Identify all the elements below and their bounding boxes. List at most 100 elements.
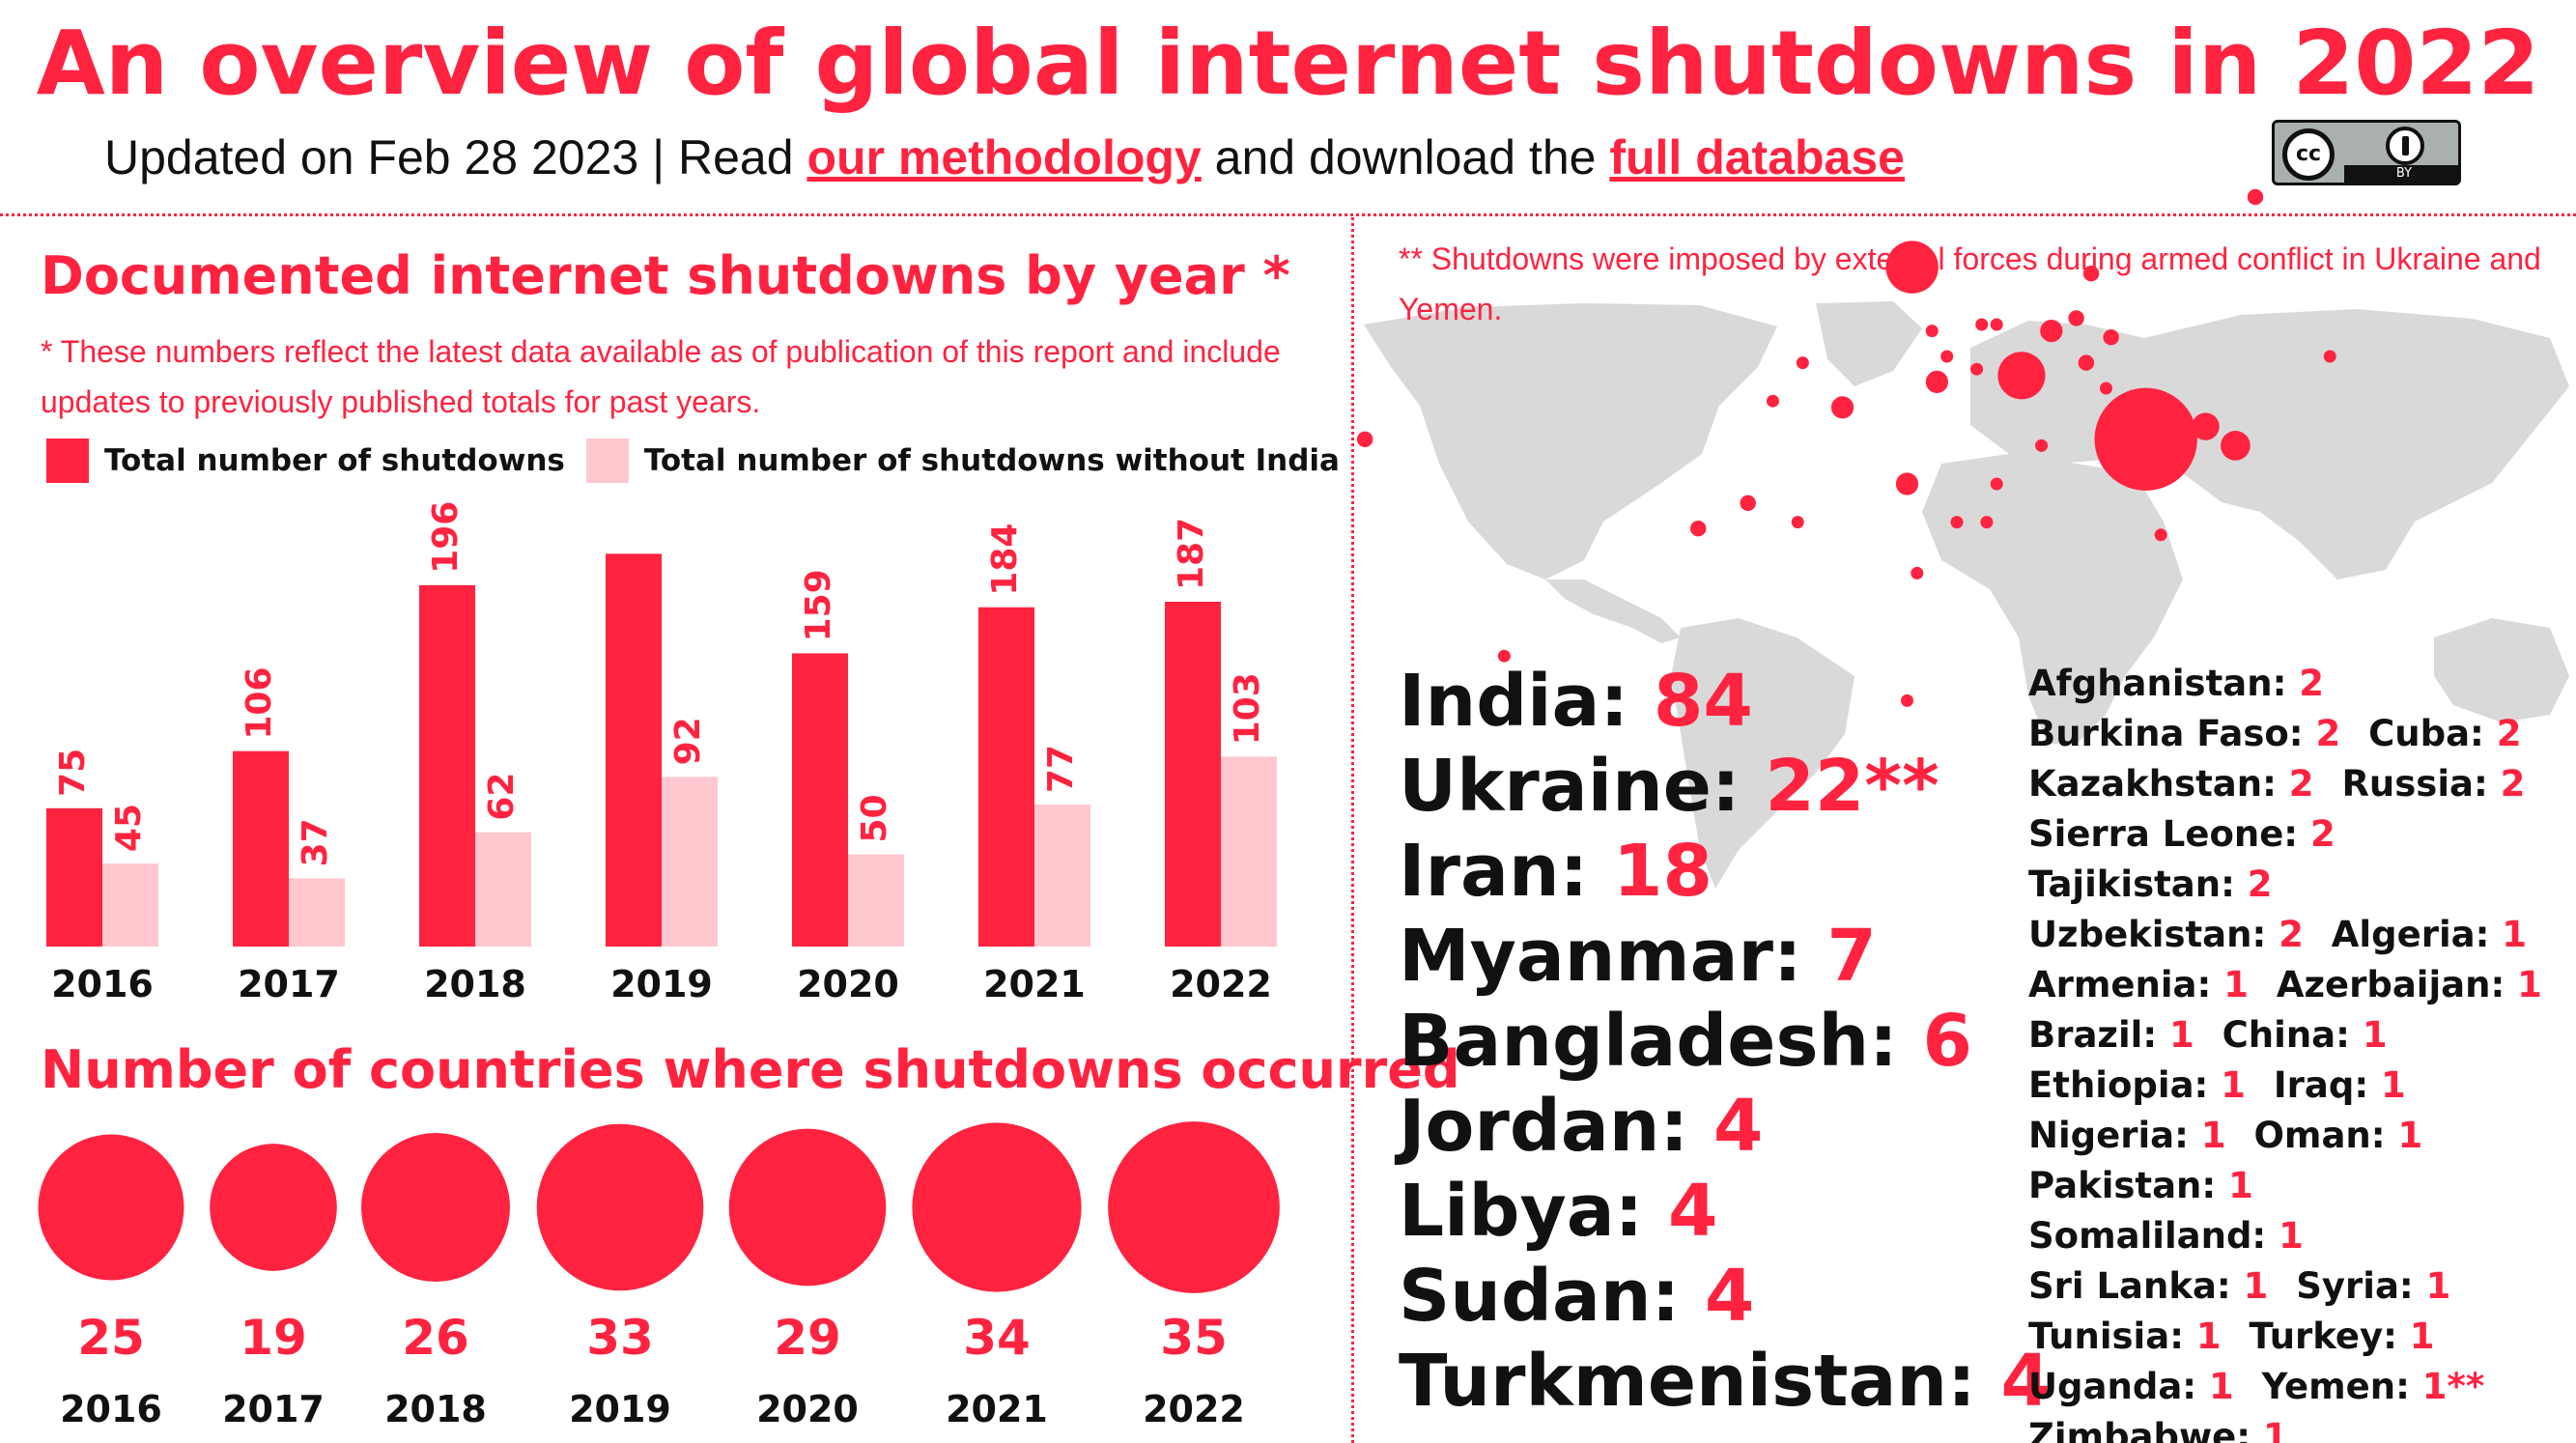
top-country-name: Libya:	[1399, 1170, 1669, 1253]
other-country-value: 1	[2381, 1064, 2406, 1106]
top-country-value: 6	[1922, 1000, 1973, 1083]
top-country-row: Turkmenistan: 4	[1399, 1339, 2051, 1424]
bubble-value-2020: 29	[774, 1310, 841, 1366]
bubble-year-label-2019: 2019	[569, 1388, 671, 1430]
other-country-item: Nigeria: 1	[2028, 1115, 2226, 1156]
other-country-item: Sierra Leone: 2	[2028, 813, 2335, 855]
map-marker-sudan	[1895, 472, 1919, 495]
top-country-value: 22**	[1765, 745, 1939, 828]
map-markers	[1356, 188, 2336, 707]
other-country-item: Zimbabwe: 1	[2028, 1416, 2288, 1443]
top-country-row: Ukraine: 22**	[1399, 744, 2051, 829]
other-country-item: Brazil: 1	[2028, 1014, 2194, 1056]
creative-commons-icon: cc	[2282, 128, 2335, 181]
vertical-divider	[1351, 217, 1354, 1443]
map-australia	[2434, 618, 2569, 722]
bubble-value-2019: 33	[586, 1310, 654, 1366]
bar-total-2022	[1165, 602, 1221, 947]
other-country-name: Burkina Faso:	[2028, 713, 2316, 754]
other-country-name: Cuba:	[2368, 713, 2497, 754]
other-country-item: Turkey: 1	[2250, 1316, 2435, 1357]
bubble-chart-title: Number of countries where shutdowns occu…	[41, 1039, 1460, 1100]
bar-label-total-2020: 159	[799, 569, 838, 641]
other-country-item: Azerbaijan: 1	[2277, 964, 2542, 1005]
bar-label-without-india-2022: 103	[1228, 672, 1267, 745]
top-country-value: 4	[2000, 1340, 2051, 1423]
map-marker-algeria	[1766, 394, 1779, 408]
subtitle-prefix: Updated on Feb 28 2023 | Read	[104, 130, 794, 184]
other-country-value: 2	[2315, 713, 2341, 754]
bar-chart-legend: Total number of shutdowns Total number o…	[46, 439, 1361, 483]
map-note: ** Shutdowns were imposed by external fo…	[1399, 241, 2541, 326]
bar-year-label-2022: 2022	[1170, 963, 1272, 1005]
other-country-name: Tunisia:	[2028, 1316, 2196, 1357]
full-database-link[interactable]: full database	[1609, 130, 1905, 184]
other-country-name: Yemen:	[2261, 1366, 2422, 1407]
map-marker-sri-lanka	[2154, 528, 2167, 542]
cc-by-license-badge[interactable]: cc BY	[2272, 120, 2461, 185]
bubble-year-label-2022: 2022	[1143, 1388, 1245, 1430]
other-country-name: Algeria:	[2331, 914, 2503, 955]
other-country-item: Cuba: 2	[2368, 713, 2521, 754]
other-country-value: 1	[2517, 964, 2542, 1005]
other-country-value: 1	[2243, 1265, 2269, 1307]
other-country-name: Uganda:	[2028, 1366, 2209, 1407]
bar-total-2021	[978, 607, 1034, 947]
bar-label-total-2021: 184	[985, 523, 1025, 596]
other-country-name: Somaliland:	[2028, 1215, 2279, 1257]
other-country-name: Turkey:	[2249, 1316, 2410, 1357]
top-country-row: Myanmar: 7	[1399, 914, 2051, 999]
other-country-name: Kazakhstan:	[2028, 763, 2289, 805]
map-marker-ukraine	[1885, 240, 1939, 294]
other-country-value: 2	[2500, 763, 2526, 805]
other-country-item: Somaliland: 1	[2028, 1215, 2304, 1257]
map-marker-syria	[1940, 350, 1954, 363]
bubble-value-2017: 19	[240, 1310, 307, 1366]
other-country-value: 2	[2496, 713, 2522, 754]
other-country-value: 2	[2299, 663, 2324, 704]
other-country-value: 1	[2200, 1115, 2226, 1156]
other-country-value: 1	[2208, 1366, 2234, 1407]
top-country-row: Jordan: 4	[1399, 1084, 2051, 1169]
bubble-year-label-2016: 2016	[60, 1388, 162, 1430]
bubble-year-label-2021: 2021	[946, 1388, 1048, 1430]
map-marker-armenia	[1975, 318, 1989, 331]
legend-swatch-total	[46, 439, 89, 483]
bar-label-without-india-2017: 37	[296, 818, 335, 866]
bar-total-2017	[233, 750, 289, 947]
other-country-item: Algeria: 1	[2332, 914, 2527, 955]
top-country-row: Sudan: 4	[1399, 1254, 2051, 1339]
bubble-year-label-2020: 2020	[756, 1388, 859, 1430]
bubble-2019	[536, 1123, 704, 1291]
bar-total-2019	[606, 553, 662, 947]
bubble-year-label-2017: 2017	[222, 1388, 325, 1430]
bar-label-total-2022: 187	[1172, 518, 1211, 590]
bubble-chart: 25 2016 19 2017 26 2018 33 2019 29 2020 34 2021 35 20…	[38, 1121, 1280, 1430]
other-country-name: Ethiopia:	[2028, 1064, 2222, 1106]
other-country-item: Syria: 1	[2296, 1265, 2450, 1307]
other-country-name: Russia:	[2341, 763, 2501, 805]
top-country-name: Bangladesh:	[1399, 1000, 1923, 1083]
methodology-link[interactable]: our methodology	[807, 130, 1202, 184]
map-south-america	[1671, 618, 1854, 889]
top-country-name: Sudan:	[1399, 1255, 1705, 1338]
bar-year-label-2020: 2020	[797, 963, 899, 1005]
map-marker-somaliland	[1980, 516, 1994, 529]
map-marker-jordan	[1925, 370, 1948, 393]
top-country-value: 84	[1653, 660, 1753, 743]
bubble-2018	[361, 1133, 510, 1282]
map-asia	[2144, 309, 2569, 580]
map-north-america	[1364, 303, 1777, 580]
bar-chart: 75 45 2016 106 37 2017 196 62 2018 92 2019 159 50 202…	[46, 501, 1277, 1005]
bubble-year-label-2018: 2018	[384, 1388, 487, 1430]
other-country-value: 1	[2169, 1014, 2194, 1056]
map-marker-tunisia	[1796, 356, 1809, 370]
bar-without-india-2019	[662, 777, 718, 947]
top-country-name: Jordan:	[1399, 1085, 1713, 1168]
top-country-name: Ukraine:	[1399, 745, 1766, 828]
other-country-value: 1	[2279, 1215, 2304, 1257]
bubble-2020	[728, 1128, 887, 1287]
map-marker-cuba	[1356, 431, 1373, 448]
bar-without-india-2020	[848, 854, 904, 947]
map-marker-nigeria	[1791, 516, 1804, 529]
